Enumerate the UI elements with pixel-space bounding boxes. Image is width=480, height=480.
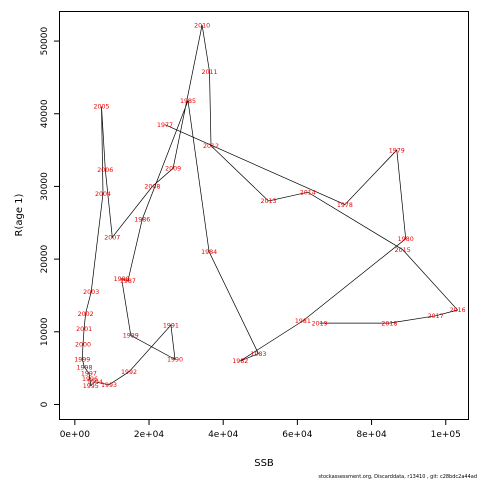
year-point-2008: 2008	[144, 184, 160, 191]
x-axis: 0e+00 2e+04 4e+04 6e+04 8e+04 1e+05	[60, 419, 461, 440]
year-point-1992: 1992	[121, 369, 137, 376]
plot-frame	[59, 11, 469, 420]
year-point-1997: 1997	[81, 370, 97, 377]
y-axis-label: R(age 1)	[14, 193, 25, 236]
year-point-1984: 1984	[201, 249, 217, 256]
year-point-2017: 2017	[428, 313, 444, 320]
x-axis-label: SSB	[254, 458, 274, 469]
y-tick-label: 30000	[40, 172, 50, 201]
year-point-1982: 1982	[232, 358, 248, 365]
year-point-1989: 1989	[123, 333, 139, 340]
y-tick-label: 10000	[40, 317, 50, 346]
year-point-1996: 1996	[82, 376, 98, 383]
footer-note: stockassessment.org, Discarddata, r13410…	[318, 474, 477, 480]
year-point-1995: 1995	[83, 383, 99, 390]
year-point-2012: 2012	[203, 143, 219, 150]
year-point-2006: 2006	[97, 167, 113, 174]
year-point-2002: 2002	[78, 311, 94, 318]
year-point-2018: 2018	[381, 320, 397, 327]
x-tick-label: 4e+04	[208, 430, 239, 440]
year-point-1985: 1985	[180, 98, 196, 105]
x-tick-label: 2e+04	[134, 430, 165, 440]
year-point-1993: 1993	[101, 382, 117, 389]
year-point-2011: 2011	[201, 69, 217, 76]
x-tick-label: 8e+04	[356, 430, 387, 440]
x-tick-label: 0e+00	[60, 430, 91, 440]
year-point-2016: 2016	[450, 307, 466, 314]
y-tick-label: 20000	[40, 245, 50, 274]
year-point-1990: 1990	[167, 357, 183, 364]
year-point-2013: 2013	[260, 198, 276, 205]
year-point-1981: 1981	[295, 318, 311, 325]
year-point-1999: 1999	[74, 357, 90, 364]
year-point-1978: 1978	[337, 202, 353, 209]
year-point-1983: 1983	[250, 351, 266, 358]
year-point-2000: 2000	[75, 341, 91, 348]
year-point-2015: 2015	[395, 247, 411, 254]
year-point-1986: 1986	[134, 216, 150, 223]
year-point-2005: 2005	[93, 104, 109, 111]
year-point-1994: 1994	[87, 379, 103, 386]
y-axis: 0 10000 20000 30000 40000 50000	[40, 26, 60, 407]
year-point-1991: 1991	[163, 322, 179, 329]
y-tick-label: 50000	[40, 26, 50, 55]
year-point-2004: 2004	[95, 191, 111, 198]
year-point-1998: 1998	[76, 365, 92, 372]
year-point-1987: 1987	[120, 278, 136, 285]
year-point-1980: 1980	[398, 236, 414, 243]
y-tick-label: 40000	[40, 99, 50, 128]
year-point-2007: 2007	[104, 235, 120, 242]
year-point-2019: 2019	[312, 320, 328, 327]
year-point-2010: 2010	[194, 22, 210, 29]
year-point-1988: 1988	[114, 276, 130, 283]
trajectory-line	[81, 25, 459, 387]
year-point-2003: 2003	[83, 289, 99, 296]
year-point-1977: 1977	[157, 122, 173, 129]
x-tick-label: 6e+04	[282, 430, 313, 440]
year-point-1979: 1979	[389, 147, 405, 154]
y-tick-label: 0	[40, 401, 50, 407]
year-point-2001: 2001	[76, 326, 92, 333]
x-tick-label: 1e+05	[431, 430, 461, 440]
year-point-2009: 2009	[165, 166, 181, 173]
year-point-2014: 2014	[300, 189, 316, 196]
